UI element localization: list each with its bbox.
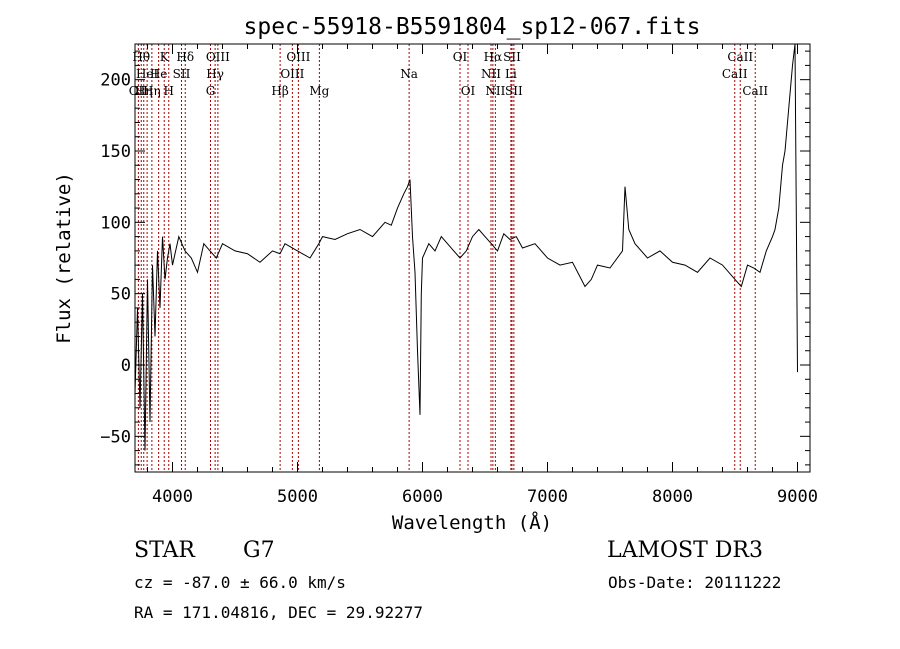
line-marker-label: Hγ <box>206 67 224 81</box>
x-axis-label: Wavelength (Å) <box>392 511 552 534</box>
y-tick-label: −50 <box>100 427 131 447</box>
line-marker-labels: OII Hθ Hη HeI Hη He K H SII Hδ G Hγ OIII Hβ OIII OIII Mg… <box>129 50 769 98</box>
line-marker-label: SII <box>505 84 523 98</box>
line-marker-label: Hθ <box>132 50 150 64</box>
line-marker-label: Hα <box>484 50 503 64</box>
y-axis-label: Flux (relative) <box>53 172 75 344</box>
line-marker-label: Mg <box>309 84 329 98</box>
survey-label: LAMOST DR3 <box>607 538 763 563</box>
coords-label: RA = 171.04816, DEC = 29.92277 <box>134 603 423 622</box>
x-tick-label: 7000 <box>527 487 568 507</box>
y-tick-label: 0 <box>121 356 131 376</box>
y-axis: −50 0 50 100 150 200 <box>100 50 810 466</box>
x-tick-label: 6000 <box>402 487 443 507</box>
x-tick-label: 4000 <box>152 487 193 507</box>
x-axis: 4000 5000 6000 7000 8000 9000 <box>147 44 818 507</box>
y-tick-label: 50 <box>111 285 131 305</box>
line-marker-label: HeI <box>136 67 159 81</box>
line-marker-label: He <box>150 67 168 81</box>
class-label: STAR <box>134 538 195 563</box>
line-marker-label: CaII <box>742 84 768 98</box>
line-marker-label: SII <box>173 67 191 81</box>
line-marker-label: Li <box>505 67 517 81</box>
obs-date-label: Obs-Date: 20111222 <box>608 573 782 592</box>
plot-frame <box>134 43 811 473</box>
line-marker-label: OI <box>453 50 468 64</box>
line-marker-label: OIII <box>286 50 310 64</box>
line-marker-label: OII <box>129 84 149 98</box>
line-marker-label: Hη <box>143 84 161 98</box>
redshift-label: cz = -87.0 ± 66.0 km/s <box>134 573 346 592</box>
line-marker-label: OI <box>461 84 476 98</box>
subclass-label: G7 <box>243 538 275 563</box>
line-marker-label: SII <box>503 50 521 64</box>
line-marker-label: Hη <box>135 84 153 98</box>
y-tick-label: 100 <box>100 213 131 233</box>
x-tick-label: 5000 <box>277 487 318 507</box>
line-markers <box>137 44 756 472</box>
line-marker-label: OIII <box>280 67 304 81</box>
y-tick-label: 150 <box>100 142 131 162</box>
line-marker-label: CaII <box>722 67 748 81</box>
line-marker-label: G <box>206 84 216 98</box>
line-marker-label: Hβ <box>271 84 288 98</box>
line-marker-label: H <box>164 84 174 98</box>
y-tick-label: 200 <box>100 71 131 91</box>
line-marker-label: Hδ <box>176 50 194 64</box>
line-marker-label: NII <box>485 84 505 98</box>
chart-title: spec-55918-B5591804_sp12-067.fits <box>244 14 701 40</box>
x-tick-label: 9000 <box>777 487 818 507</box>
line-marker-label: Na <box>400 67 418 81</box>
spectrum-line <box>134 43 798 451</box>
line-marker-label: OIII <box>206 50 230 64</box>
line-marker-label: NII <box>481 67 501 81</box>
line-marker-label: CaII <box>727 50 753 64</box>
x-tick-label: 8000 <box>652 487 693 507</box>
line-marker-label: K <box>160 50 170 64</box>
